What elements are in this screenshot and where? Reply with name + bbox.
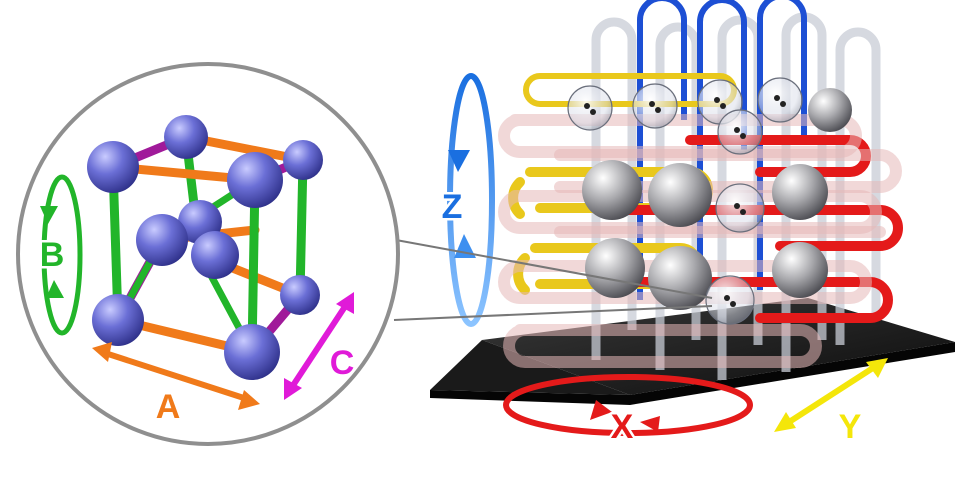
z-arrow-head-top — [448, 150, 470, 172]
c-axis-indicator: C — [284, 292, 357, 400]
atom — [164, 115, 208, 159]
z-axis-label: Z — [442, 188, 463, 226]
zoom-connector — [393, 239, 713, 321]
a-axis-label: A — [156, 388, 181, 426]
spin-lattice-device — [430, 0, 955, 405]
atom — [224, 324, 280, 380]
a-double-arrow — [101, 349, 251, 403]
x-rotation-ellipse — [503, 374, 753, 436]
x-axis-indicator: X — [503, 374, 753, 449]
y-axis-label: Y — [839, 408, 862, 446]
glass-coil-layers — [498, 114, 902, 368]
bulb-electrodes — [584, 95, 786, 307]
c-axis-label: C — [330, 344, 355, 382]
zoom-inset: B A C — [16, 62, 400, 446]
atom — [136, 214, 188, 266]
base-plate-front-edge — [430, 342, 955, 405]
x-axis-label: X — [611, 408, 634, 446]
atom — [87, 141, 139, 193]
atom — [92, 294, 144, 346]
b-axis-label: B — [40, 236, 65, 274]
x-arrow-head-right — [640, 416, 660, 432]
a-axis-indicator: A — [92, 342, 260, 429]
y-double-arrow — [784, 363, 878, 427]
atom — [227, 152, 283, 208]
atom — [191, 231, 239, 279]
z-axis-indicator: Z — [439, 73, 495, 327]
atom — [283, 140, 323, 180]
blue-z-wires — [637, 0, 807, 300]
lattice-atoms — [87, 115, 323, 380]
z-rotation-ellipse — [447, 73, 495, 327]
x-arrow-head-left — [590, 400, 612, 420]
c-double-arrow — [287, 300, 351, 392]
b-axis-indicator: B — [37, 174, 83, 336]
atom — [280, 275, 320, 315]
b-rotation-ellipse — [41, 174, 83, 336]
glass-bulbs — [567, 77, 803, 325]
y-axis-indicator: Y — [774, 358, 888, 449]
